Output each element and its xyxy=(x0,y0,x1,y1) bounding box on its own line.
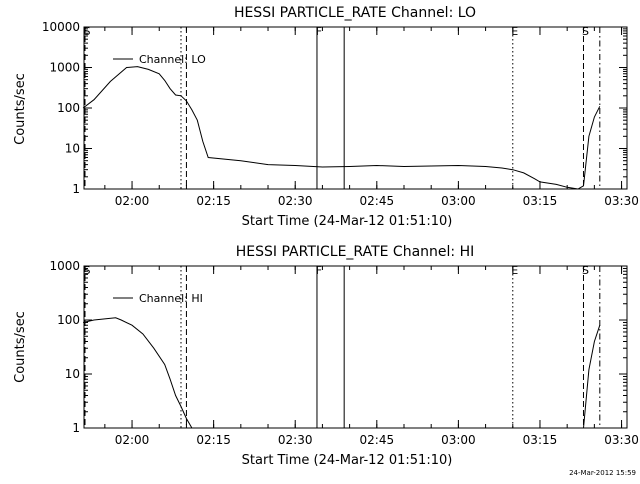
data-series-line xyxy=(82,66,601,190)
panel-lo: HESSI PARTICLE_RATE Channel: LO Counts/s… xyxy=(13,5,639,229)
y-axis-label-hi: Counts/sec xyxy=(13,311,28,383)
event-marker-label: F xyxy=(316,264,322,277)
event-marker-label: S xyxy=(84,25,91,38)
data-series-line xyxy=(82,317,193,429)
chart-title-hi: HESSI PARTICLE_RATE Channel: HI xyxy=(236,244,474,260)
x-tick-label: 02:00 xyxy=(115,433,150,447)
x-axis-label-hi: Start Time (24-Mar-12 01:51:10) xyxy=(242,453,453,468)
event-marker-label: F xyxy=(316,25,322,38)
y-tick-label: 100 xyxy=(57,101,80,115)
y-tick-label: 1 xyxy=(72,182,80,196)
x-tick-label: 02:15 xyxy=(196,433,231,447)
y-tick-label: 1 xyxy=(72,421,80,435)
x-tick-label: 03:30 xyxy=(604,194,639,208)
x-tick-label: 02:30 xyxy=(278,433,313,447)
x-tick-label: 03:00 xyxy=(441,433,476,447)
data-series-line xyxy=(583,325,601,429)
x-tick-label: 03:15 xyxy=(523,194,558,208)
y-axis-label-lo: Counts/sec xyxy=(13,73,28,145)
event-marker-label: E xyxy=(511,264,518,277)
event-marker-label: E xyxy=(511,25,518,38)
event-marker-label: S xyxy=(582,264,589,277)
x-tick-label: 03:15 xyxy=(523,433,558,447)
footer-timestamp: 24-Mar-2012 15:59 xyxy=(569,469,636,477)
chart-title-lo: HESSI PARTICLE_RATE Channel: LO xyxy=(234,5,476,21)
x-axis-label-lo: Start Time (24-Mar-12 01:51:10) xyxy=(242,214,453,229)
x-tick-label: 02:45 xyxy=(360,194,395,208)
panel-hi: HESSI PARTICLE_RATE Channel: HI Counts/s… xyxy=(13,244,639,468)
x-tick-label: 03:00 xyxy=(441,194,476,208)
x-tick-label: 02:00 xyxy=(115,194,150,208)
x-tick-label: 02:15 xyxy=(196,194,231,208)
plot-area-lo: 1 10 100 1000 10000 02:00 02:15 02:30 02:45 03:00… xyxy=(42,20,639,208)
plot-frame xyxy=(83,265,628,429)
plot-frame xyxy=(83,26,628,190)
event-marker-label: S xyxy=(84,264,91,277)
x-tick-label: 02:30 xyxy=(278,194,313,208)
y-tick-label: 10000 xyxy=(42,20,80,34)
y-tick-label: 1000 xyxy=(49,61,80,75)
x-tick-label: 02:45 xyxy=(360,433,395,447)
legend-label: Channel: HI xyxy=(139,292,203,305)
plot-area-hi: 1 10 100 1000 02:00 02:15 02:30 02:45 03:00 03:15… xyxy=(49,259,638,447)
y-tick-label: 10 xyxy=(65,142,80,156)
event-marker-label: S xyxy=(582,25,589,38)
y-tick-label: 100 xyxy=(57,313,80,327)
y-tick-label: 1000 xyxy=(49,259,80,273)
y-tick-label: 10 xyxy=(65,367,80,381)
x-tick-label: 03:30 xyxy=(604,433,639,447)
legend-label: Channel: LO xyxy=(139,53,206,66)
